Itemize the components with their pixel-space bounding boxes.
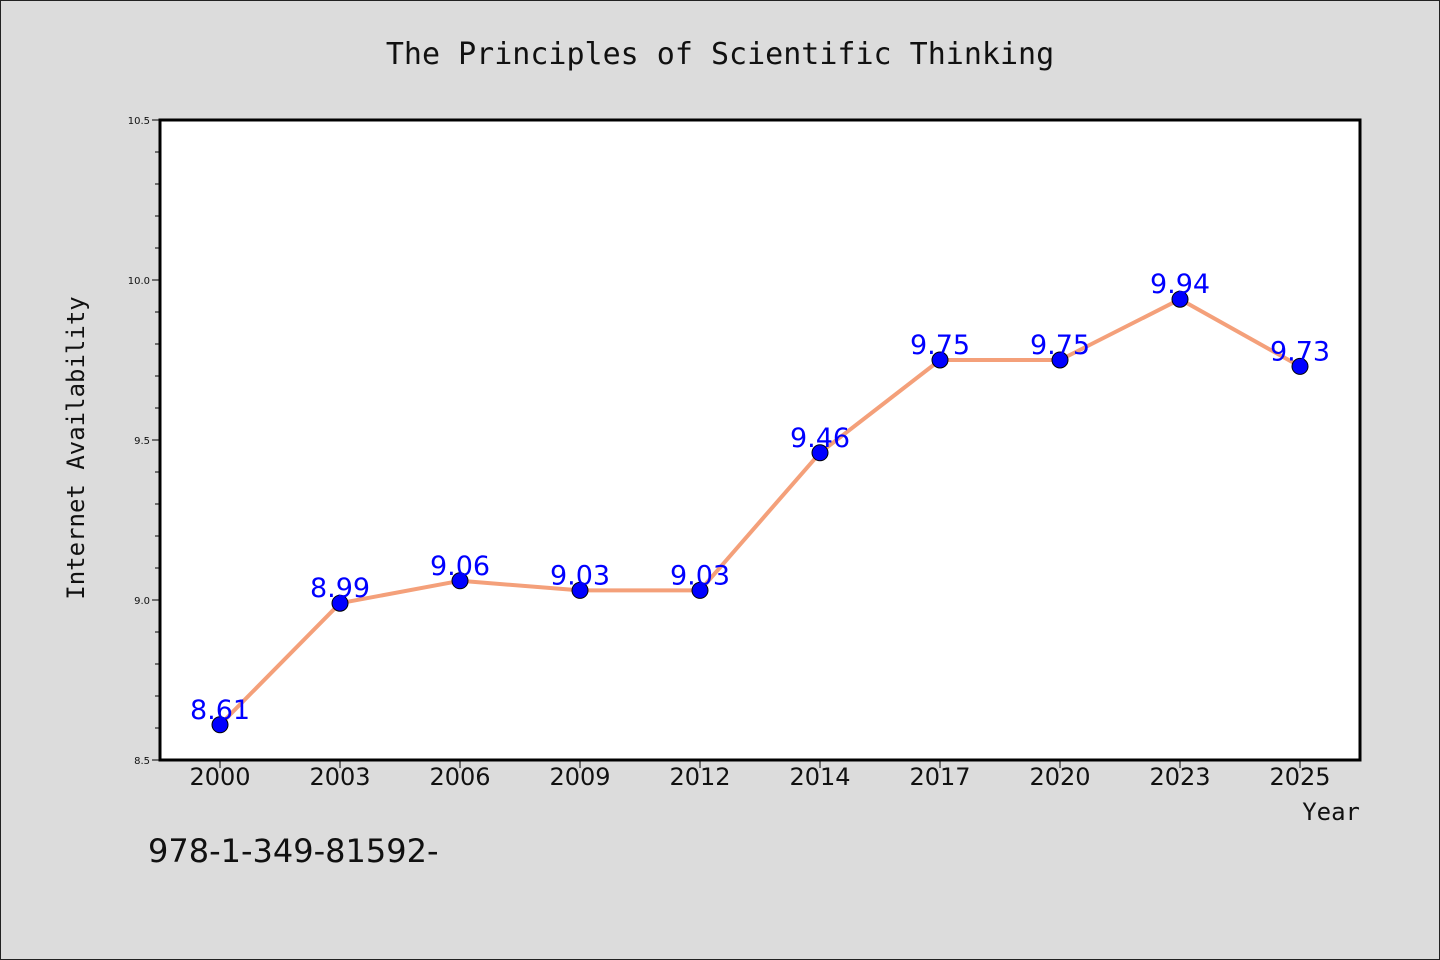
data-label: 9.75	[910, 330, 970, 361]
x-tick-label: 2009	[549, 763, 610, 791]
x-axis-label: Year	[1302, 798, 1360, 826]
data-point	[451, 572, 469, 590]
data-label: 9.46	[790, 423, 850, 454]
chart-title: The Principles of Scientific Thinking	[386, 37, 1054, 72]
x-axis-ticks: 2000 2003 2006 2009 2012 2014 2017 2020 2023 2025	[189, 760, 1331, 791]
data-point	[1051, 351, 1069, 369]
data-label: 9.06	[430, 551, 490, 582]
x-tick-label: 2006	[429, 763, 490, 791]
data-point	[571, 581, 589, 599]
x-tick-label: 2003	[309, 763, 370, 791]
series-layer: 8.61 8.99 9.06 9.03 9.03 9.46 9.75 9.75 9.94 9.73	[190, 269, 1330, 734]
y-axis-ticks: 8.5 9.0 9.5 10.0 10.5	[128, 116, 160, 767]
x-tick-label: 2012	[669, 763, 730, 791]
x-tick-label: 2023	[1149, 763, 1210, 791]
y-tick-label: 10.0	[128, 276, 150, 287]
data-label: 9.73	[1270, 336, 1330, 367]
data-label: 9.94	[1150, 269, 1210, 300]
x-tick-label: 2020	[1029, 763, 1090, 791]
data-label: 9.03	[670, 560, 730, 591]
data-point	[1171, 290, 1189, 308]
x-tick-label: 2014	[789, 763, 850, 791]
x-tick-label: 2025	[1269, 763, 1330, 791]
data-point	[931, 351, 949, 369]
x-tick-label: 2000	[189, 763, 250, 791]
data-label: 8.61	[190, 695, 250, 726]
data-point	[211, 716, 229, 734]
isbn-text: 978-1-349-81592-	[148, 832, 439, 870]
plot-area	[158, 118, 1362, 762]
x-tick-label: 2017	[909, 763, 970, 791]
series-line	[218, 297, 1301, 727]
data-point	[811, 444, 829, 462]
data-label: 9.75	[1030, 330, 1090, 361]
y-tick-label: 8.5	[134, 756, 150, 767]
data-point	[1291, 357, 1309, 375]
y-tick-label: 9.0	[134, 596, 150, 607]
data-label: 8.99	[310, 573, 370, 604]
data-point	[331, 594, 349, 612]
data-point	[691, 581, 709, 599]
y-axis-label: Internet Availability	[62, 296, 90, 599]
data-label: 9.03	[550, 560, 610, 591]
y-tick-label: 9.5	[134, 436, 150, 447]
y-tick-label: 10.5	[128, 116, 150, 127]
